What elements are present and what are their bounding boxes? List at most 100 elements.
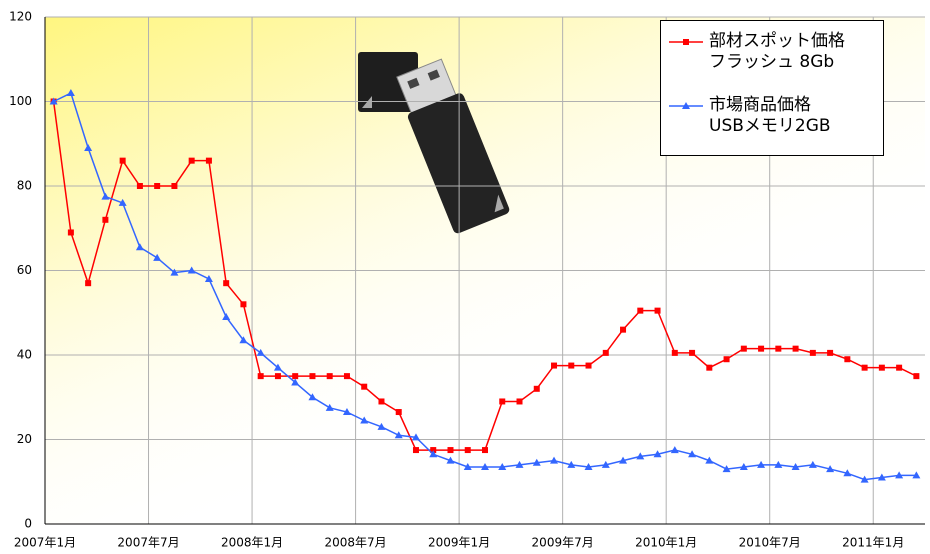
legend-swatch bbox=[669, 39, 703, 45]
data-point bbox=[827, 349, 834, 356]
data-point bbox=[135, 243, 144, 251]
data-point bbox=[119, 157, 126, 164]
data-point bbox=[326, 373, 333, 380]
data-point bbox=[378, 398, 385, 405]
data-point bbox=[481, 462, 489, 470]
usb-drive-illustration bbox=[358, 52, 510, 234]
data-point bbox=[533, 385, 540, 392]
data-point bbox=[447, 447, 454, 454]
data-point bbox=[170, 268, 179, 276]
data-point bbox=[722, 465, 731, 473]
data-point bbox=[292, 373, 299, 380]
data-point bbox=[809, 349, 816, 356]
y-tick-label: 0 bbox=[24, 517, 32, 531]
data-point bbox=[723, 356, 730, 363]
data-point bbox=[223, 280, 230, 287]
data-point bbox=[689, 349, 696, 356]
data-point bbox=[118, 198, 127, 206]
legend-swatch bbox=[669, 102, 703, 109]
data-point bbox=[482, 447, 488, 454]
data-point bbox=[515, 460, 524, 468]
x-tick-label: 2008年7月 bbox=[324, 536, 386, 550]
legend-label: 部材スポット価格 フラッシュ 8Gb bbox=[709, 31, 845, 72]
data-point bbox=[66, 89, 75, 97]
legend-item: 市場商品価格 USBメモリ2GB bbox=[669, 95, 831, 137]
data-point bbox=[532, 458, 541, 466]
data-point bbox=[464, 447, 471, 454]
data-point bbox=[360, 416, 369, 424]
data-point bbox=[430, 447, 437, 454]
data-point bbox=[274, 373, 281, 380]
y-tick-label: 40 bbox=[17, 348, 32, 362]
data-point bbox=[860, 475, 869, 483]
data-point bbox=[653, 450, 662, 458]
data-point bbox=[342, 408, 351, 416]
x-tick-label: 2010年7月 bbox=[739, 536, 801, 550]
data-point bbox=[171, 183, 178, 189]
data-point bbox=[188, 157, 195, 164]
x-tick-label: 2010年1月 bbox=[635, 536, 697, 550]
data-point bbox=[774, 460, 783, 468]
data-point bbox=[912, 471, 921, 479]
data-point bbox=[498, 462, 507, 470]
data-point bbox=[429, 450, 438, 458]
x-tick-label: 2007年7月 bbox=[117, 536, 179, 550]
data-point bbox=[792, 345, 799, 352]
data-point bbox=[775, 345, 782, 352]
y-tick-label: 80 bbox=[17, 179, 32, 193]
data-point bbox=[791, 462, 800, 470]
data-point bbox=[377, 422, 386, 430]
data-point bbox=[808, 460, 817, 468]
y-tick-label: 20 bbox=[17, 432, 32, 446]
data-point bbox=[619, 456, 628, 464]
data-point bbox=[239, 336, 248, 344]
data-point bbox=[153, 253, 162, 261]
data-point bbox=[101, 192, 110, 200]
data-point bbox=[256, 348, 265, 356]
data-point bbox=[499, 398, 506, 405]
data-point bbox=[637, 307, 644, 314]
data-point bbox=[706, 364, 713, 371]
data-point bbox=[636, 452, 645, 460]
data-point bbox=[584, 462, 593, 470]
x-tick-label: 2008年1月 bbox=[221, 536, 283, 550]
data-point bbox=[412, 447, 419, 454]
legend-marker bbox=[683, 39, 689, 45]
data-point bbox=[843, 469, 852, 477]
data-point bbox=[187, 266, 196, 274]
series-layer bbox=[49, 89, 921, 483]
legend: 部材スポット価格 フラッシュ 8Gb 市場商品価格 USBメモリ2GB bbox=[660, 20, 884, 156]
data-point bbox=[411, 433, 420, 441]
data-point bbox=[343, 373, 350, 380]
data-point bbox=[688, 450, 697, 458]
data-point bbox=[394, 431, 403, 439]
data-point bbox=[895, 471, 904, 479]
data-point bbox=[395, 409, 402, 416]
data-point bbox=[705, 456, 714, 464]
data-point bbox=[67, 229, 74, 236]
x-tick-label: 2007年1月 bbox=[14, 536, 76, 550]
data-point bbox=[585, 362, 592, 369]
series bbox=[49, 89, 921, 483]
data-point bbox=[222, 312, 231, 320]
data-point bbox=[758, 345, 765, 352]
data-point bbox=[896, 364, 903, 371]
data-point bbox=[516, 398, 523, 405]
y-tick-label: 60 bbox=[17, 263, 32, 277]
data-point bbox=[844, 356, 851, 363]
legend-label: 市場商品価格 USBメモリ2GB bbox=[709, 95, 831, 136]
data-point bbox=[654, 307, 661, 314]
data-point bbox=[670, 446, 679, 454]
data-point bbox=[551, 362, 558, 369]
data-point bbox=[913, 373, 920, 380]
data-point bbox=[568, 362, 575, 369]
data-point bbox=[205, 157, 212, 164]
data-point bbox=[154, 183, 161, 189]
data-point bbox=[84, 143, 93, 151]
data-point bbox=[567, 460, 576, 468]
data-point bbox=[757, 460, 766, 468]
series bbox=[50, 98, 920, 454]
data-point bbox=[739, 462, 748, 470]
data-point bbox=[877, 473, 886, 481]
